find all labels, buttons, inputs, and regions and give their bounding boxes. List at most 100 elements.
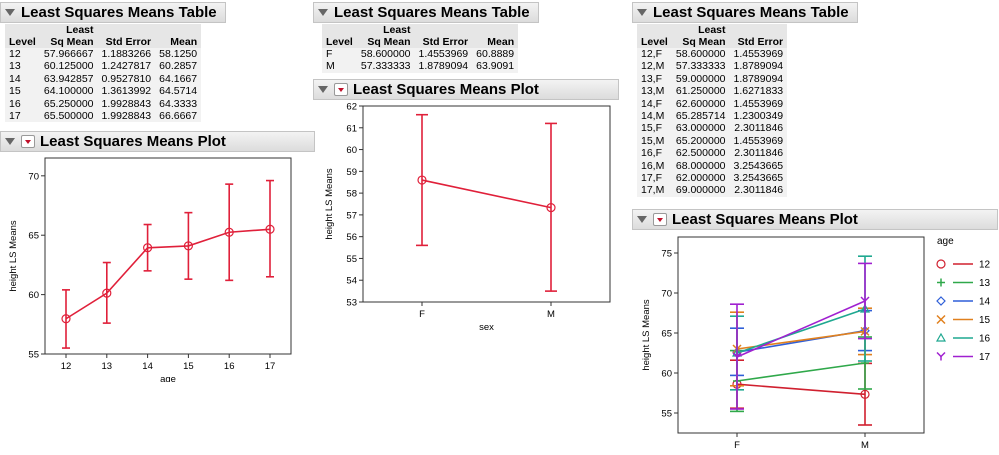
disclosure-triangle-icon[interactable] [5, 9, 15, 16]
cell-lsm: 65.200000 [671, 134, 730, 148]
cell-level: 13,F [637, 72, 672, 86]
cell-lsm: 62.600000 [671, 97, 730, 111]
cell-se: 1.2427817 [97, 60, 156, 73]
cell-se: 1.4553969 [729, 48, 788, 61]
legend-label: 17 [979, 352, 991, 363]
cell-se: 0.9527810 [97, 72, 156, 86]
point-y [864, 296, 870, 302]
point-circle [102, 288, 112, 298]
red-menu-icon[interactable] [334, 83, 348, 96]
cell-lsm: 62.500000 [671, 147, 730, 160]
cell-se: 1.6271833 [729, 85, 788, 98]
ls-table-title-interaction: Least Squares Means Table [653, 4, 849, 21]
cell-mean: 66.6667 [155, 110, 202, 123]
col-se-top [414, 24, 473, 36]
table-row: 17,F 62.000000 3.2543665 [637, 172, 788, 185]
cell-se: 1.8789094 [729, 60, 788, 73]
legend-label: 13 [979, 278, 991, 289]
cell-lsm: 59.000000 [671, 72, 730, 86]
legend-label: 16 [979, 334, 991, 345]
ls-table-title-sex: Least Squares Means Table [334, 4, 530, 21]
cell-mean: 64.1667 [155, 72, 202, 86]
disclosure-triangle-icon[interactable] [637, 9, 647, 16]
col-lsm-top: Least [671, 24, 730, 36]
y-tick-label: 60 [661, 369, 672, 380]
cell-lsm: 68.000000 [671, 159, 730, 173]
cell-lsm: 60.125000 [39, 60, 98, 73]
col-se: Std Error [414, 36, 473, 48]
y-axis-label: height LS Means [641, 299, 652, 371]
legend-item-13: 13 [937, 278, 991, 289]
cell-mean: 63.9091 [472, 60, 519, 73]
col-lsm: Sq Mean [671, 36, 730, 48]
red-menu-icon[interactable] [21, 135, 35, 148]
cell-lsm: 65.250000 [39, 97, 98, 111]
cell-se: 1.1883266 [97, 48, 156, 61]
ls-table-interaction: Least Level Sq Mean Std Error 12,F 58.600… [637, 24, 788, 197]
disclosure-triangle-icon[interactable] [637, 216, 647, 223]
ls-table-header-age[interactable]: Least Squares Means Table [0, 2, 226, 23]
y-tick-label: 75 [661, 249, 672, 260]
ls-table-sex: Least Level Sq Mean Std Error Mean F 58.6… [322, 24, 519, 73]
cell-level: M [322, 60, 357, 73]
series-line [421, 179, 552, 209]
col-se: Std Error [729, 36, 788, 48]
ls-plot-header-interaction[interactable]: Least Squares Means Plot [632, 209, 998, 230]
cell-se: 2.3011846 [729, 122, 788, 135]
table-row: 12 57.966667 1.1883266 58.1250 [5, 48, 202, 61]
y-tick-label: 60 [346, 145, 357, 156]
cell-lsm: 58.600000 [671, 48, 730, 61]
red-menu-icon[interactable] [653, 213, 667, 226]
col-level-top [322, 24, 357, 36]
y-tick-label: 53 [346, 298, 357, 309]
cell-level: 15,M [637, 134, 672, 148]
disclosure-triangle-icon[interactable] [318, 9, 328, 16]
disclosure-triangle-icon[interactable] [318, 86, 328, 93]
cell-se: 1.4553969 [729, 97, 788, 111]
cell-level: 17,F [637, 172, 672, 185]
cell-mean: 60.2857 [155, 60, 202, 73]
y-tick-label: 57 [346, 210, 357, 221]
cell-level: 17,M [637, 184, 672, 197]
cell-level: 13,M [637, 85, 672, 98]
cell-se: 1.3613992 [97, 85, 156, 98]
x-axis-label: age [160, 374, 176, 382]
y-tick-label: 59 [346, 167, 357, 178]
x-axis-label: sex [479, 322, 494, 330]
y-tick-label: 56 [346, 232, 357, 243]
x-tick-label: M [547, 309, 555, 320]
cell-level: 16 [5, 97, 40, 111]
ls-plot-header-sex[interactable]: Least Squares Means Plot [313, 79, 619, 100]
cell-lsm: 62.000000 [671, 172, 730, 185]
col-level-top [637, 24, 672, 36]
legend-label: 15 [979, 315, 991, 326]
cell-level: 15 [5, 85, 40, 98]
ls-plot-header-age[interactable]: Least Squares Means Plot [0, 131, 315, 152]
plot-frame [362, 105, 611, 303]
plot-frame [677, 236, 925, 434]
legend-label: 12 [979, 260, 991, 271]
table-row: 14 63.942857 0.9527810 64.1667 [5, 72, 202, 86]
ls-table-header-sex[interactable]: Least Squares Means Table [313, 2, 539, 23]
table-row: 15,M 65.200000 1.4553969 [637, 134, 788, 148]
point-circle [860, 389, 870, 399]
table-row: 13,M 61.250000 1.6271833 [637, 85, 788, 98]
y-tick-label: 65 [28, 231, 39, 242]
x-tick-label: 16 [224, 361, 235, 372]
table-row: 12,F 58.600000 1.4553969 [637, 48, 788, 61]
col-lsm: Sq Mean [356, 36, 415, 48]
point-x [936, 314, 946, 325]
ls-table-title-age: Least Squares Means Table [21, 4, 217, 21]
col-mean: Mean [472, 36, 519, 48]
cell-lsm: 69.000000 [671, 184, 730, 197]
y-tick-label: 54 [346, 276, 357, 287]
ls-table-header-interaction[interactable]: Least Squares Means Table [632, 2, 858, 23]
point-circle [546, 203, 556, 213]
cell-level: 16,M [637, 159, 672, 173]
legend-item-16: 16 [935, 332, 991, 345]
cell-mean: 64.3333 [155, 97, 202, 111]
cell-lsm: 64.100000 [39, 85, 98, 98]
disclosure-triangle-icon[interactable] [5, 138, 15, 145]
series-line [736, 308, 866, 354]
cell-level: 14 [5, 72, 40, 86]
